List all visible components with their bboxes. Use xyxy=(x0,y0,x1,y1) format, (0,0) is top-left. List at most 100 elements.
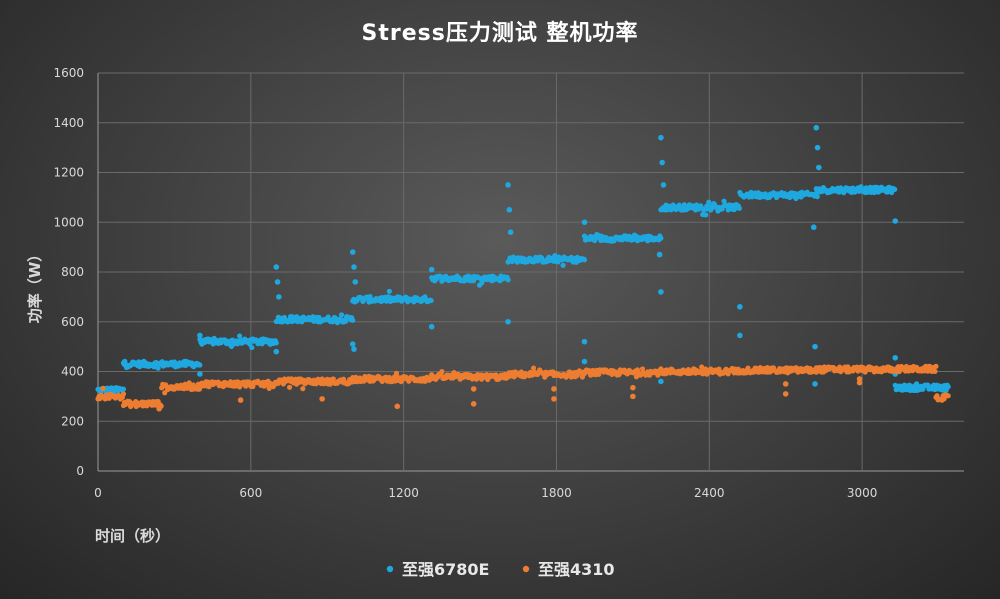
data-point xyxy=(470,401,477,407)
data-point xyxy=(505,182,511,188)
y-tick-label: 200 xyxy=(61,414,84,428)
data-point xyxy=(250,383,256,390)
data-point xyxy=(286,384,293,390)
data-point xyxy=(505,277,511,283)
data-point xyxy=(121,358,128,365)
data-point xyxy=(639,366,646,372)
data-point xyxy=(197,332,203,339)
data-point xyxy=(428,266,435,273)
data-points xyxy=(95,124,951,412)
data-point xyxy=(352,279,359,285)
legend-label: 至强6780E xyxy=(402,560,489,579)
y-tick-label: 1000 xyxy=(53,215,84,229)
data-point xyxy=(439,369,445,375)
data-point xyxy=(249,344,255,351)
data-point xyxy=(658,378,664,385)
x-tick-label: 600 xyxy=(239,486,262,500)
x-tick-label: 1200 xyxy=(388,486,419,500)
y-tick-label: 1600 xyxy=(53,66,84,80)
data-point xyxy=(814,194,820,200)
data-point xyxy=(237,333,243,339)
data-point xyxy=(276,294,282,300)
data-point xyxy=(892,355,899,361)
data-point xyxy=(630,384,636,391)
data-point xyxy=(736,205,742,211)
data-point xyxy=(197,362,203,368)
data-point xyxy=(100,385,106,391)
data-point xyxy=(581,257,588,263)
data-point xyxy=(782,381,789,387)
data-point xyxy=(146,401,152,407)
x-tick-label: 1800 xyxy=(541,486,572,500)
data-point xyxy=(350,317,356,323)
data-point xyxy=(658,235,664,241)
data-point xyxy=(551,386,557,392)
legend-marker xyxy=(386,565,394,573)
data-point xyxy=(816,164,822,171)
data-point xyxy=(813,124,820,131)
data-point xyxy=(737,304,743,310)
grid xyxy=(97,72,964,472)
legend: 至强6780E 至强4310 xyxy=(386,560,615,579)
data-point xyxy=(945,393,951,399)
data-point xyxy=(386,288,392,294)
data-point xyxy=(273,340,279,346)
y-tick-label: 400 xyxy=(61,365,84,379)
data-point xyxy=(656,251,663,258)
legend-label: 至强4310 xyxy=(538,560,615,579)
data-point xyxy=(530,365,537,371)
data-point xyxy=(300,386,306,392)
data-point xyxy=(518,369,524,375)
data-point xyxy=(933,363,939,369)
data-point xyxy=(505,318,511,325)
data-point xyxy=(581,338,588,345)
data-point xyxy=(506,207,513,213)
data-point xyxy=(274,279,281,285)
x-tick-label: 2400 xyxy=(694,486,725,500)
series-2 xyxy=(95,363,951,412)
data-point xyxy=(856,376,863,382)
data-point xyxy=(155,365,161,371)
y-tick-label: 1200 xyxy=(53,166,84,180)
y-tick-label: 600 xyxy=(61,315,84,329)
data-point xyxy=(945,384,951,390)
data-point xyxy=(757,364,763,371)
data-point xyxy=(351,346,357,352)
data-point xyxy=(330,376,336,382)
data-point xyxy=(327,381,333,387)
data-point xyxy=(551,396,557,402)
data-point xyxy=(342,318,349,324)
data-point xyxy=(273,348,280,355)
data-point xyxy=(892,186,898,192)
data-point xyxy=(863,185,869,191)
data-point xyxy=(812,343,818,350)
data-point xyxy=(398,378,404,385)
series-1 xyxy=(95,124,951,395)
data-point xyxy=(237,397,244,403)
chart-title: Stress压力测试 整机功率 xyxy=(362,20,639,46)
legend-marker xyxy=(522,565,530,573)
data-point xyxy=(871,189,877,196)
data-point xyxy=(592,237,598,244)
data-point xyxy=(858,184,864,190)
data-point xyxy=(812,381,818,387)
data-point xyxy=(349,249,356,255)
data-point xyxy=(630,393,636,400)
data-point xyxy=(171,386,178,392)
x-tick-label: 3000 xyxy=(847,486,878,500)
data-point xyxy=(658,134,664,141)
data-point xyxy=(782,391,789,397)
y-axis-ticks: 0 200 400 600 800 1000 1200 1400 1600 xyxy=(53,66,84,478)
data-point xyxy=(507,229,514,235)
data-point xyxy=(737,332,743,339)
y-axis-label: 功率（W） xyxy=(26,247,44,324)
data-point xyxy=(319,396,325,402)
y-tick-label: 1400 xyxy=(53,116,84,130)
data-point xyxy=(349,341,356,347)
data-point xyxy=(581,219,588,226)
data-point xyxy=(351,264,357,270)
data-point xyxy=(560,262,566,268)
data-point xyxy=(470,386,477,392)
data-point xyxy=(243,383,249,389)
